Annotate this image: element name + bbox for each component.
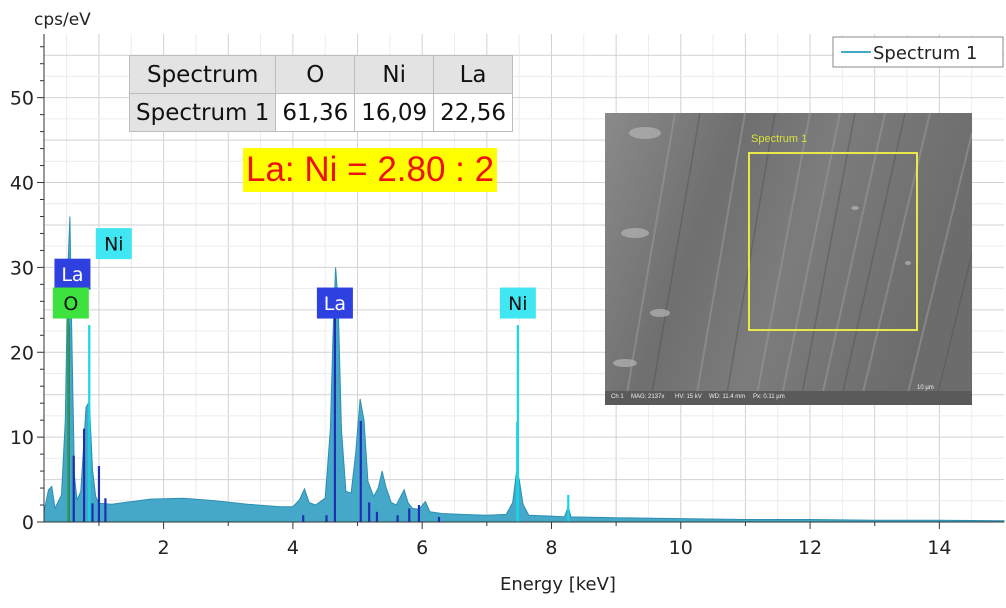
- element-marker-box: [54, 258, 91, 290]
- spectrum-area: [43, 216, 1005, 523]
- table-cell: Spectrum 1: [128, 93, 277, 132]
- roi-label: Spectrum 1: [751, 133, 808, 145]
- legend: Spectrum 1: [832, 36, 1004, 68]
- element-marker-label: La: [324, 293, 346, 315]
- x-axis-label: Energy [keV]: [500, 574, 616, 595]
- x-tick-label: 8: [545, 537, 557, 559]
- table-header-cell: O: [275, 55, 356, 94]
- y-tick-label: 20: [10, 342, 34, 364]
- element-markers: Ni La O La Ni: [52, 228, 536, 319]
- y-tick-label: 10: [10, 427, 34, 449]
- x-tick-label: 12: [798, 537, 822, 559]
- roi-rectangle: [748, 152, 918, 331]
- table-cell: 22,56: [433, 93, 513, 132]
- legend-label: Spectrum 1: [873, 43, 977, 64]
- x-tick-label: 2: [158, 537, 170, 559]
- sem-info-item: Ch 1: [611, 394, 624, 400]
- table-header-row: Spectrum O Ni La: [128, 55, 513, 94]
- scale-bar-label: 10 µm: [917, 385, 934, 391]
- element-lines: [67, 297, 570, 522]
- y-tick-label: 50: [10, 88, 34, 110]
- element-marker-label: O: [63, 293, 78, 315]
- x-tick-label: 4: [287, 537, 299, 559]
- sem-info-bar: Ch 1 MAG: 2137x HV: 15 kV WD: 11.4 mm Px…: [605, 391, 972, 405]
- element-marker-box: [316, 287, 353, 319]
- table-row: Spectrum 1 61,36 16,09 22,56: [128, 93, 513, 132]
- element-marker-label: La: [61, 264, 83, 286]
- ratio-annotation: La: Ni = 2.80 : 2: [243, 148, 498, 192]
- element-marker-label: Ni: [508, 293, 528, 315]
- element-marker-box: [95, 228, 132, 260]
- table-cell: 61,36: [275, 93, 356, 132]
- y-tick-label: 40: [10, 173, 34, 195]
- table-header-cell: La: [433, 55, 513, 94]
- element-marker-box: [499, 287, 536, 319]
- sem-info-item: Px: 0.11 µm: [753, 394, 785, 400]
- y-tick-label: 30: [10, 257, 34, 279]
- sem-info-item: HV: 15 kV: [675, 394, 702, 400]
- table-header-cell: Spectrum: [128, 55, 277, 94]
- sem-texture: [605, 113, 972, 405]
- sem-info-item: WD: 11.4 mm: [709, 394, 746, 400]
- y-tick-label: 0: [22, 512, 34, 534]
- axes: 0 10 20 30 40 50 2 4 6 8 10 12 14 cps/eV Energy [keV]: [10, 10, 1004, 595]
- x-tick-label: 10: [669, 537, 693, 559]
- series-area-spectrum-1: [43, 216, 1005, 523]
- sem-micrograph: Spectrum 1 10 µm Ch 1 MAG: 2137x HV: 15 …: [605, 113, 972, 405]
- x-tick-label: 14: [927, 537, 951, 559]
- quantification-table: Spectrum O Ni La Spectrum 1 61,36 16,09 …: [128, 55, 513, 132]
- element-marker-box: [52, 287, 89, 319]
- y-axis-label: cps/eV: [34, 10, 91, 30]
- sem-info-item: MAG: 2137x: [631, 394, 665, 400]
- table-cell: 16,09: [354, 93, 435, 132]
- element-marker-label: Ni: [104, 234, 124, 256]
- x-tick-label: 6: [416, 537, 428, 559]
- table-header-cell: Ni: [354, 55, 435, 94]
